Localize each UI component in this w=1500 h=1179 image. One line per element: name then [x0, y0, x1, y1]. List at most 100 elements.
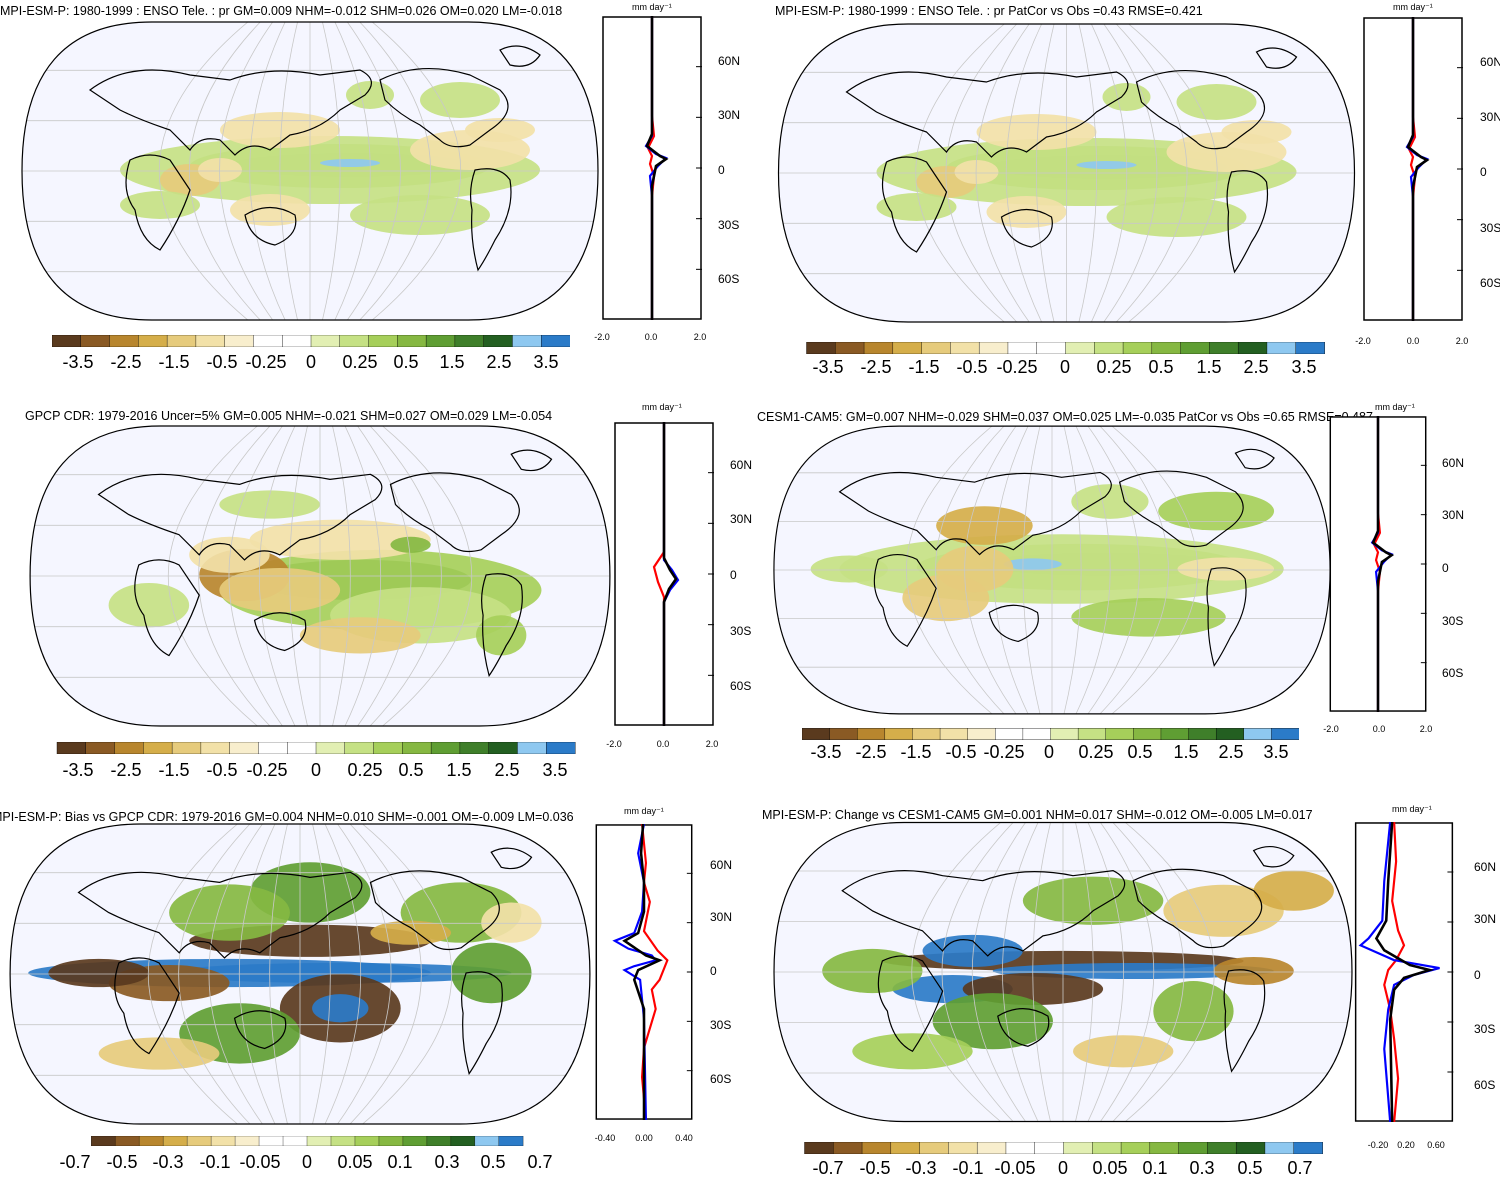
lat-label: 60N	[718, 54, 741, 68]
colorbar-label: -0.1	[952, 1158, 984, 1178]
colorbar-label: 1.5	[1196, 357, 1222, 377]
colorbar-label: 0.5	[1237, 1158, 1263, 1178]
panel-title: CESM1-CAM5: GM=0.007 NHM=-0.029 SHM=0.03…	[757, 410, 1373, 424]
colorbar-swatch	[1160, 728, 1190, 740]
coastline	[253, 612, 307, 652]
colorbar-swatch	[56, 742, 87, 754]
colorbar-swatch	[950, 342, 980, 354]
graticule-line	[935, 426, 1007, 714]
colorbar-swatch	[258, 742, 288, 754]
precip-anomaly-region	[1177, 557, 1275, 581]
colorbar-swatch	[162, 1136, 188, 1146]
graticule-line	[311, 824, 331, 1124]
precip-anomaly-region	[390, 536, 431, 553]
colorbar-swatch	[802, 728, 831, 740]
coastline	[244, 206, 297, 246]
coastline	[1132, 868, 1263, 949]
colorbar-swatch	[1022, 728, 1051, 740]
colorbar-label: -0.5	[206, 760, 238, 780]
colorbar-label: 0.3	[434, 1152, 460, 1172]
map-robinson	[29, 425, 611, 727]
precip-anomaly-region	[420, 82, 500, 118]
colorbar-swatch	[450, 1136, 476, 1146]
zonal-xtick: -0.20	[1367, 1140, 1389, 1150]
colorbar-label: 0.25	[1096, 357, 1132, 377]
colorbar-swatch	[1063, 1142, 1093, 1154]
colorbar-label: 2.5	[486, 352, 512, 372]
precip-anomaly-region	[48, 958, 150, 988]
coastline	[114, 957, 180, 1055]
zonal-line-obs	[1358, 822, 1440, 1122]
colorbar-swatch	[1295, 342, 1326, 354]
colorbar-swatch	[829, 728, 858, 740]
colorbar-swatch	[890, 1142, 921, 1154]
precip-anomaly-region	[1071, 484, 1149, 519]
graticule-line	[359, 824, 452, 1124]
colorbar-label: -3.5	[62, 352, 94, 372]
colorbar-swatch	[282, 1136, 308, 1146]
graticule-line	[343, 426, 381, 726]
graticule-line	[259, 426, 297, 726]
graticule-line	[279, 22, 299, 320]
precip-anomaly-region	[932, 993, 1053, 1050]
precip-anomaly-region	[1106, 197, 1247, 237]
graticule-line	[228, 426, 285, 726]
panel-title: MPI-ESM-P: 1980-1999 : ENSO Tele. : pr G…	[0, 4, 563, 18]
coastline	[1226, 170, 1269, 274]
lat-label: 60S	[1474, 1078, 1496, 1092]
colorbar-swatch	[861, 1142, 892, 1154]
colorbar-label: 0.1	[387, 1152, 413, 1172]
colorbar-swatch	[919, 1142, 949, 1154]
map-border	[777, 23, 1356, 323]
colorbar-swatch	[863, 342, 894, 354]
graticule-line	[971, 822, 1028, 1122]
colorbar-swatch	[1005, 1142, 1036, 1154]
zonal-xtick: 0.60	[1427, 1140, 1445, 1150]
graticule-line	[964, 426, 1018, 714]
precip-anomaly-region	[1213, 956, 1294, 986]
graticule-line	[269, 824, 289, 1124]
lat-label: 30S	[730, 624, 752, 638]
zonal-xtick: -0.40	[594, 1133, 616, 1143]
graticule-line	[906, 426, 995, 714]
colorbar-swatch	[430, 742, 461, 754]
graticule-line	[345, 22, 401, 320]
coastline	[1223, 969, 1266, 1073]
coastline	[881, 156, 948, 253]
lat-label: 30S	[1480, 221, 1500, 235]
colorbar-swatch	[344, 742, 375, 754]
colorbar-label: -0.25	[996, 357, 1038, 377]
colorbar-swatch	[884, 728, 913, 740]
colorbar-swatch	[976, 1142, 1007, 1154]
graticule-line	[159, 22, 251, 320]
colorbar-label: 2.5	[1218, 742, 1244, 762]
colorbar-label: -0.5	[206, 352, 238, 372]
colorbar-swatch	[143, 742, 173, 754]
colorbar-label: -0.5	[859, 1158, 891, 1178]
graticule-line	[911, 822, 1004, 1122]
coastline	[1252, 845, 1295, 868]
colorbar-swatch	[85, 742, 116, 754]
zonal-xtick: -2.0	[1323, 724, 1339, 734]
coastline	[873, 553, 937, 648]
colorbar-label: 0.5	[398, 760, 424, 780]
graticule-line	[1074, 426, 1111, 714]
zonal-unit: mm day⁻¹	[632, 2, 672, 12]
map-border	[9, 823, 591, 1125]
colorbar-swatch	[488, 742, 518, 754]
graticule-line	[1122, 822, 1215, 1122]
lat-label: 60N	[1480, 55, 1500, 69]
coastline	[1255, 47, 1298, 69]
zonal-mean-plot	[1329, 416, 1427, 712]
coastline	[510, 449, 553, 472]
colorbar-swatch	[1065, 342, 1095, 354]
colorbar-swatch	[282, 335, 312, 347]
colorbar-swatch	[483, 335, 513, 347]
colorbar-swatch	[114, 742, 144, 754]
colorbar-swatch	[498, 1136, 524, 1146]
coastline	[233, 1010, 287, 1050]
colorbar-swatch	[459, 742, 490, 754]
graticule-line	[148, 824, 241, 1124]
colorbar-swatch	[1092, 1142, 1122, 1154]
graticule-line	[993, 426, 1030, 714]
